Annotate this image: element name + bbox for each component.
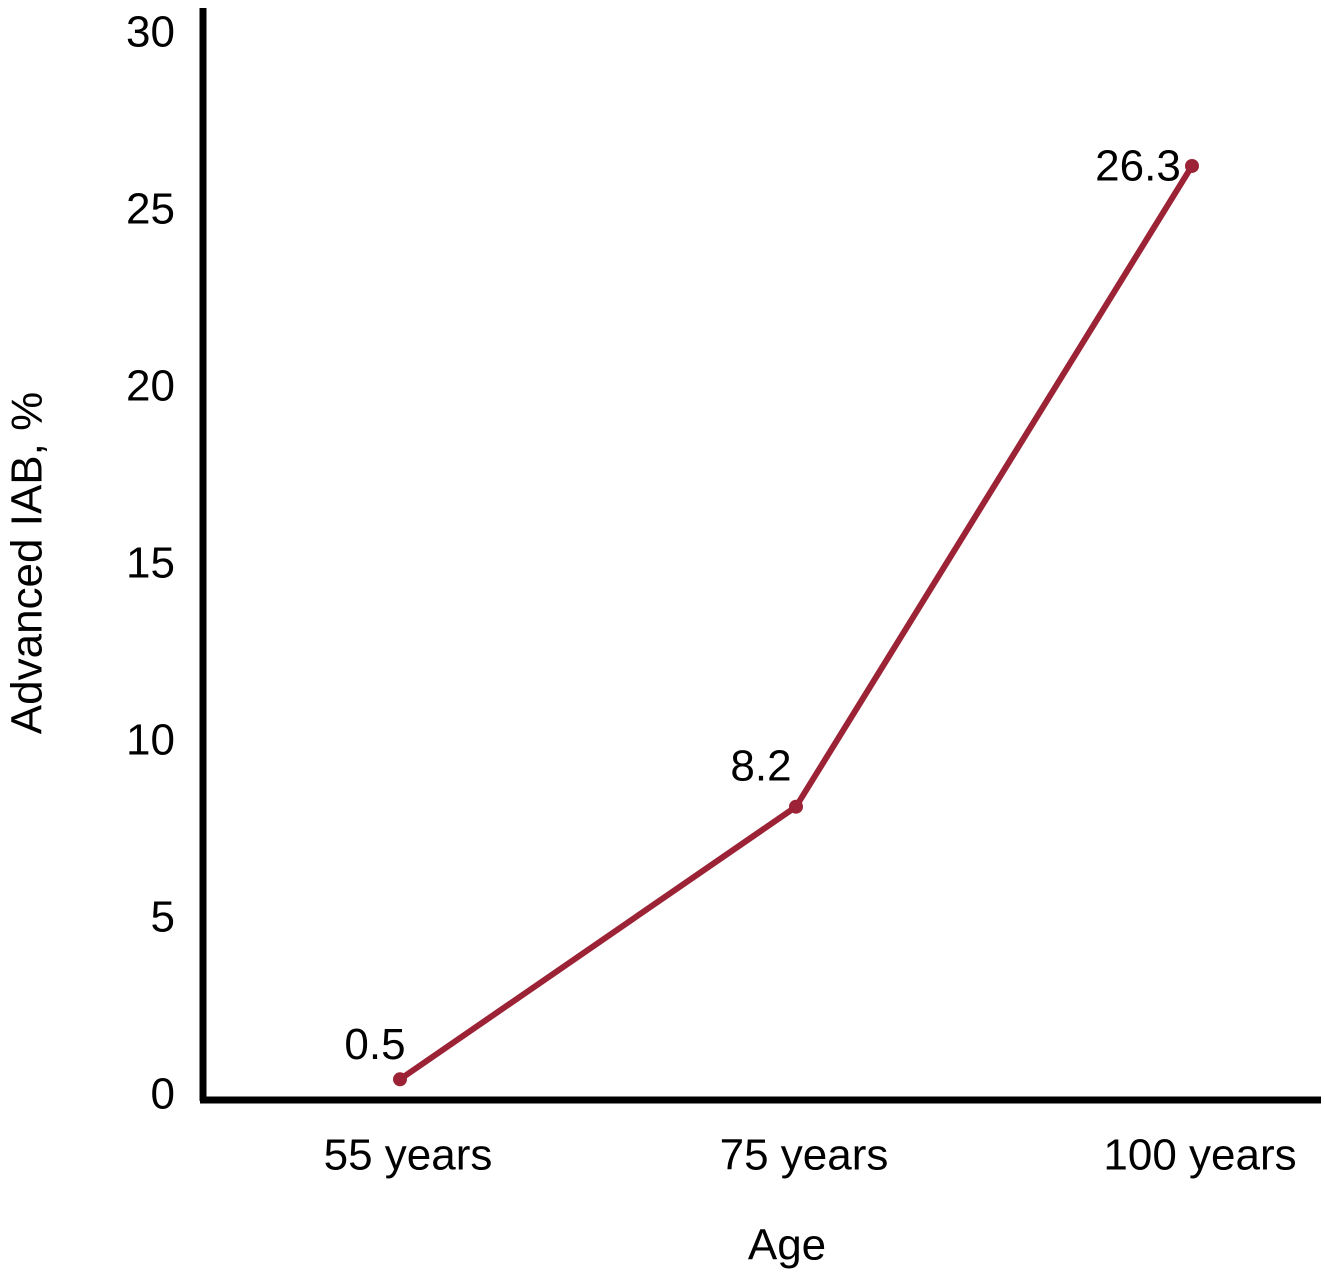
y-tick-label: 10 [126, 716, 175, 765]
y-tick-label: 0 [151, 1070, 175, 1119]
x-tick-label: 75 years [720, 1131, 889, 1180]
x-tick-label: 55 years [324, 1131, 493, 1180]
x-tick-label: 100 years [1103, 1131, 1296, 1180]
y-tick-label: 25 [126, 185, 175, 234]
y-tick-label: 20 [126, 362, 175, 411]
y-tick-label: 15 [126, 539, 175, 588]
y-tick-label: 5 [151, 893, 175, 942]
data-point [1185, 158, 1199, 173]
data-line [398, 164, 1195, 1082]
y-axis-title: Advanced IAB, % [3, 392, 52, 734]
data-point [789, 799, 803, 814]
y-tick-label: 30 [126, 8, 175, 57]
data-label: 8.2 [730, 741, 791, 790]
data-label: 0.5 [344, 1020, 405, 1069]
data-label: 26.3 [1095, 142, 1181, 191]
data-point [393, 1072, 407, 1087]
x-axis-title: Age [748, 1221, 826, 1270]
